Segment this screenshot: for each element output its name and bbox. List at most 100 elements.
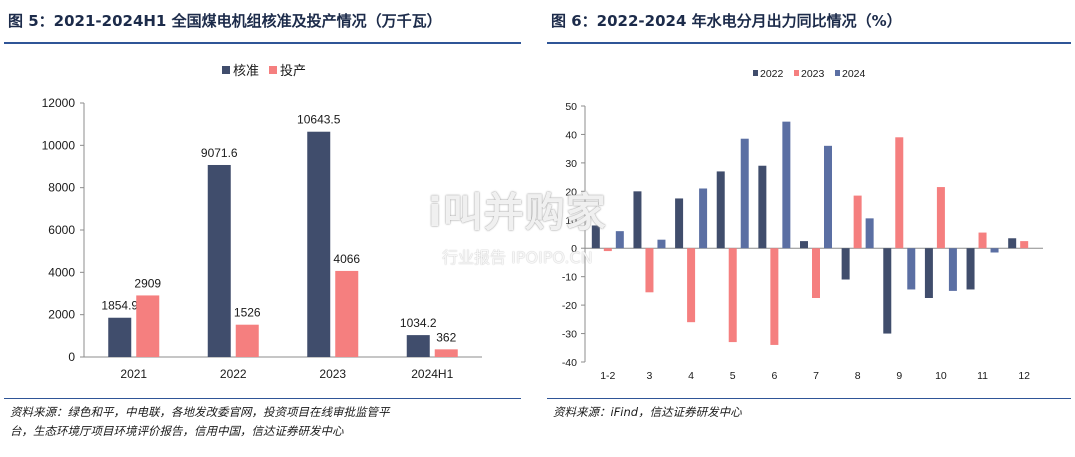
x-tick-label: 6 (771, 370, 777, 382)
x-tick-label: 2024H1 (411, 367, 453, 381)
x-tick-label: 2022 (220, 367, 247, 381)
bar-2024 (990, 248, 999, 253)
bar-2024 (907, 248, 916, 290)
y-tick-label: -40 (562, 357, 577, 369)
bar-2024 (865, 218, 874, 249)
bar-2022 (675, 198, 684, 249)
right-source-text: 资料来源：iFind，信达证券研发中心 (553, 405, 742, 419)
left-source-rule (4, 398, 521, 399)
y-tick-label: 4000 (48, 265, 75, 279)
data-label: 362 (436, 330, 456, 344)
bar-2023 (895, 137, 904, 249)
bar-2022 (591, 225, 600, 249)
y-tick-label: 30 (565, 158, 577, 170)
x-tick-label: 2021 (120, 367, 147, 381)
y-tick-label: 10000 (42, 138, 76, 152)
bar-2022 (1008, 238, 1017, 249)
legend-label: 2023 (801, 68, 825, 80)
y-tick-label: 2000 (48, 308, 75, 322)
y-tick-label: -10 (562, 272, 577, 284)
y-tick-label: -30 (562, 329, 577, 341)
bar-投产 (434, 349, 458, 357)
left-bar-chart: 0 2000 4000 6000 8000 10000 12000 2021 1854.9 290… (42, 63, 482, 381)
right-source-rule (547, 398, 1071, 399)
bar-2023 (812, 248, 820, 298)
left-figure: 图 5：2021-2024H1 全国煤电机组核准及投产情况（万千瓦） 0 2000… (0, 0, 525, 457)
bar-核准 (207, 164, 231, 357)
bar-2023 (770, 248, 779, 345)
y-tick-label: 8000 (48, 181, 75, 195)
y-tick-label: 40 (565, 129, 577, 141)
bar-2022 (966, 248, 975, 290)
bar-投产 (335, 270, 359, 357)
legend-swatch (222, 66, 230, 74)
x-tick-label: 1-2 (600, 370, 615, 382)
bar-2024 (782, 121, 791, 249)
bar-核准 (406, 335, 430, 357)
data-label: 2909 (134, 276, 161, 290)
legend-swatch (835, 70, 840, 76)
right-figure: 图 6：2022-2024 年水电分月出力同比情况（%） -40 -30 -20 -1… (543, 0, 1075, 457)
bar-2023 (603, 248, 612, 252)
left-title-rule (4, 42, 521, 44)
bar-2022 (841, 248, 850, 280)
bar-2023 (728, 248, 737, 343)
legend-swatch (269, 66, 277, 74)
bar-2023 (645, 248, 654, 293)
bar-2024 (657, 239, 666, 249)
right-figure-title: 图 6：2022-2024 年水电分月出力同比情况（%） (551, 12, 902, 30)
bar-2023 (1020, 241, 1029, 249)
legend-label: 投产 (280, 63, 306, 78)
x-tick-label: 8 (855, 370, 861, 382)
bar-2022 (633, 191, 642, 249)
data-label: 10643.5 (297, 113, 341, 127)
left-figure-title: 图 5：2021-2024H1 全国煤电机组核准及投产情况（万千瓦） (8, 12, 442, 30)
right-bar-chart: -40 -30 -20 -10 0 10 20 30 40 50 1-2 3 4 5 6 7 8 9 10 11 12 2… (562, 68, 1043, 382)
y-tick-label: 50 (565, 101, 577, 113)
bar-投产 (235, 324, 259, 357)
data-label: 4066 (333, 252, 360, 266)
legend-swatch (753, 70, 758, 76)
data-label: 9071.6 (201, 146, 238, 160)
x-tick-label: 3 (647, 370, 653, 382)
right-title-rule (547, 42, 1071, 44)
bar-2024 (948, 248, 957, 291)
bar-核准 (307, 131, 331, 357)
y-tick-label: -20 (562, 300, 577, 312)
x-tick-label: 7 (813, 370, 819, 382)
bar-2022 (924, 248, 933, 298)
bar-2024 (824, 145, 832, 249)
x-tick-label: 12 (1018, 370, 1030, 382)
x-tick-label: 2023 (319, 367, 346, 381)
legend-swatch (794, 70, 799, 76)
x-tick-label: 10 (935, 370, 947, 382)
bar-2024 (615, 231, 624, 249)
bar-2022 (716, 171, 725, 249)
bar-2022 (758, 165, 767, 249)
bar-2023 (936, 187, 945, 249)
x-tick-label: 11 (977, 370, 988, 382)
data-label: 1034.2 (400, 316, 437, 330)
bar-2022 (800, 241, 808, 249)
left-source-text: 资料来源：绿色和平，中电联，各地发改委官网，投资项目在线审批监管平 台，生态环境… (10, 403, 390, 441)
y-tick-label: 6000 (48, 223, 75, 237)
bar-2023 (687, 248, 696, 323)
bar-投产 (136, 295, 160, 357)
bar-核准 (108, 317, 132, 357)
data-label: 1526 (234, 306, 261, 320)
bar-2024 (699, 188, 708, 249)
y-tick-label: 10 (565, 215, 577, 227)
x-tick-label: 4 (688, 370, 694, 382)
bar-2024 (740, 138, 749, 249)
left-source-line-2: 台，生态环境厅项目环境评价报告，信用中国，信达证券研发中心 (10, 424, 344, 438)
y-tick-label: 0 (68, 350, 75, 364)
bar-2023 (978, 232, 987, 249)
x-tick-label: 9 (896, 370, 902, 382)
bar-2022 (883, 248, 892, 334)
legend-label: 2024 (842, 68, 866, 80)
bar-2023 (853, 195, 862, 249)
x-tick-label: 5 (730, 370, 736, 382)
y-tick-label: 12000 (42, 96, 76, 110)
y-tick-label: 20 (565, 186, 577, 198)
left-source-line-1: 资料来源：绿色和平，中电联，各地发改委官网，投资项目在线审批监管平 (10, 405, 390, 419)
